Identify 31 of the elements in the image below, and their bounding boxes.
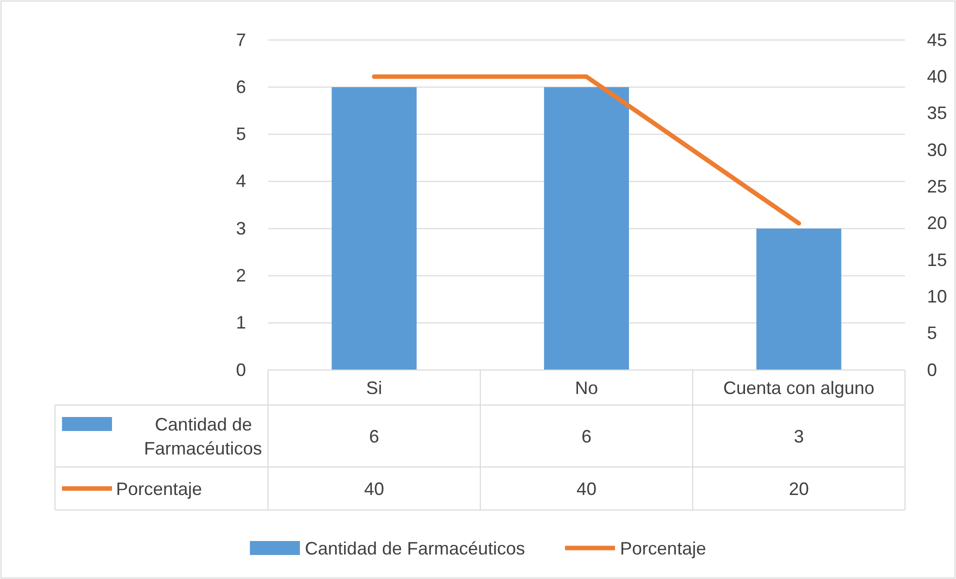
y2-tick-label: 20	[927, 213, 948, 234]
data-label: 3	[794, 426, 804, 446]
y-tick-label: 4	[236, 171, 246, 192]
x-tick-label: No	[574, 378, 598, 398]
y2-tick-label: 30	[927, 140, 948, 160]
legend-label: Cantidad de Farmacéuticos	[144, 414, 262, 459]
x-tick-label: Si	[366, 378, 382, 398]
y-tick-label: 6	[236, 76, 246, 97]
y2-tick-label: 45	[927, 30, 948, 50]
text: Porcentaje	[620, 538, 706, 558]
y2-tick-label: 10	[927, 286, 948, 306]
y-tick-label: 0	[236, 360, 246, 380]
legend-label: Porcentaje	[116, 478, 202, 499]
y2-tick-label: 40	[927, 66, 948, 86]
y2-tick-label: 25	[927, 176, 948, 196]
y-tick-label: 2	[236, 265, 246, 286]
data-label: 20	[788, 478, 809, 499]
y2-tick-label: 5	[927, 323, 938, 344]
y-tick-label: 7	[236, 30, 246, 50]
y-tick-label: 3	[236, 218, 246, 238]
data-label: 6	[581, 426, 592, 446]
y2-tick-label: 0	[927, 360, 938, 380]
y-tick-label: 5	[236, 124, 246, 144]
y2-tick-label: 15	[927, 250, 948, 270]
text: Cantidad de Farmacéuticos	[304, 538, 526, 558]
y2-tick-label: 35	[927, 103, 948, 124]
data-label: 40	[576, 478, 597, 499]
x-tick-label: Cuenta con alguno	[723, 378, 874, 398]
data-label: 6	[369, 426, 380, 446]
data-label: 40	[364, 478, 384, 499]
y-tick-label: 1	[236, 312, 246, 333]
